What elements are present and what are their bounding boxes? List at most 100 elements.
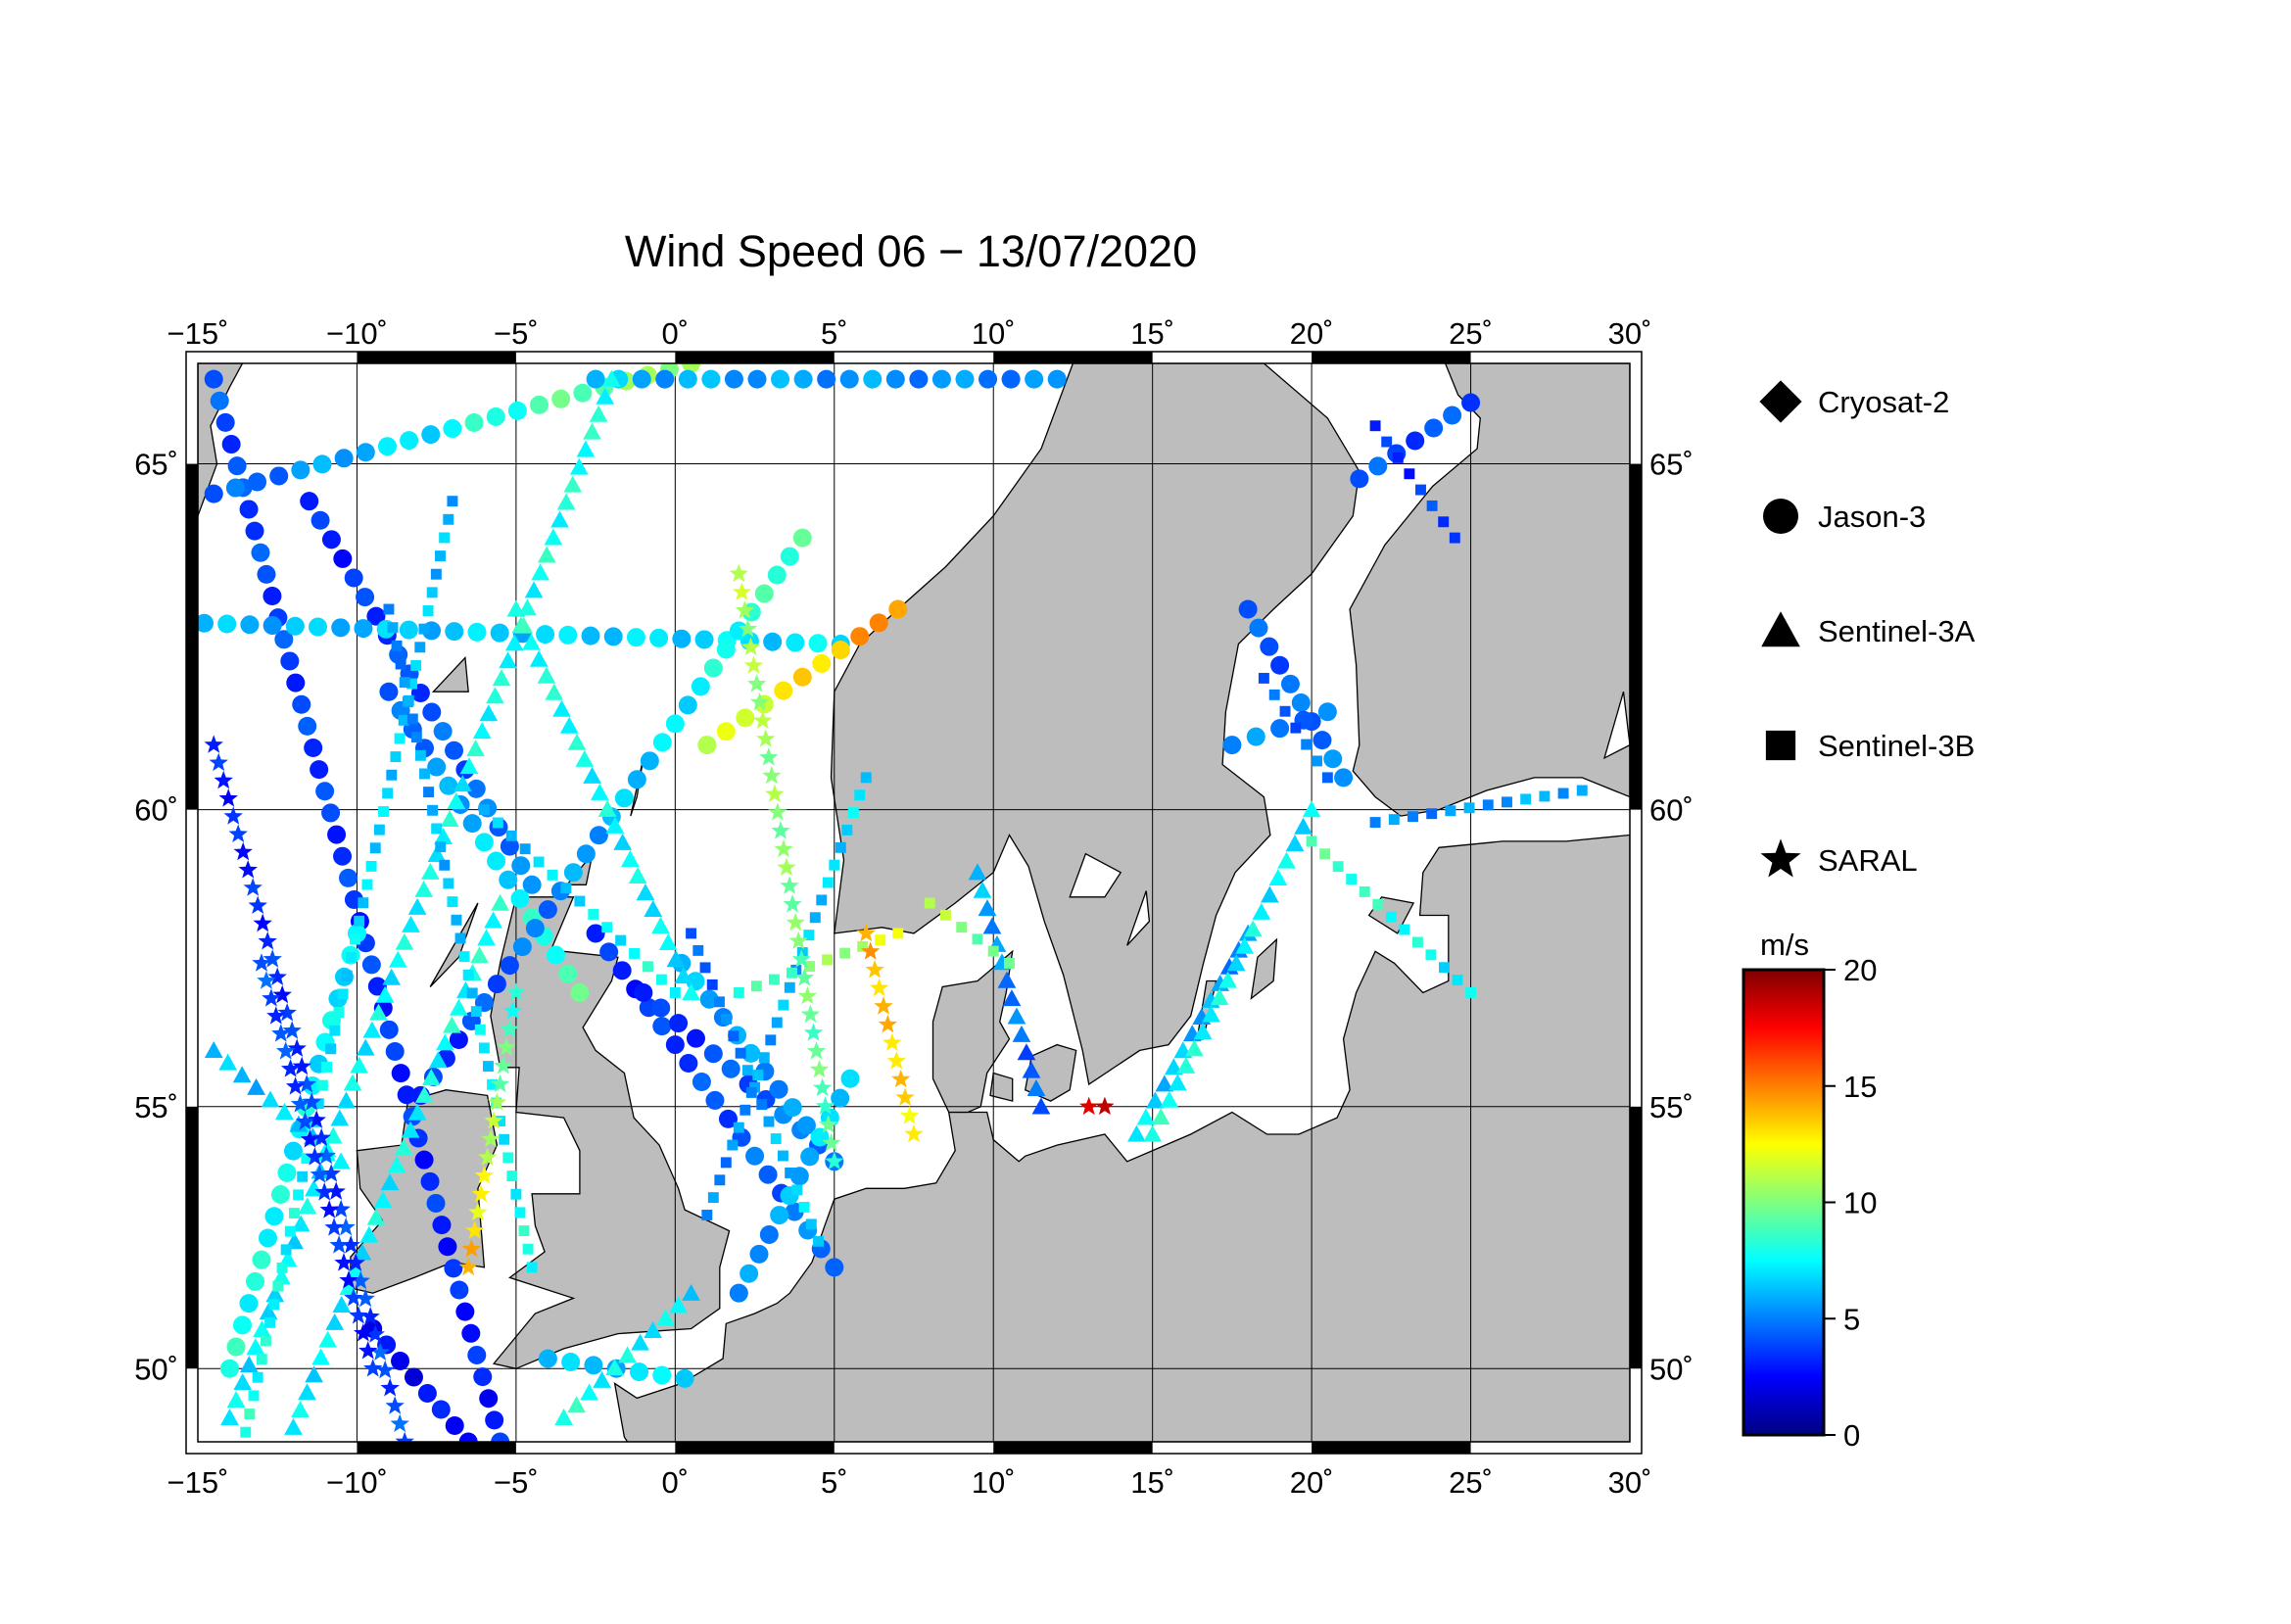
- circle-mark: [1047, 369, 1067, 389]
- circle-mark: [792, 528, 812, 548]
- triangle-mark: [982, 917, 1002, 934]
- circle-mark: [1368, 456, 1388, 476]
- square-mark: [816, 894, 828, 906]
- square-mark: [345, 952, 357, 964]
- star-mark: [360, 1307, 380, 1325]
- altimeter-observations: [198, 363, 1588, 1442]
- square-mark: [474, 1024, 486, 1035]
- legend-label: Jason-3: [1818, 500, 1926, 534]
- star-mark: [797, 985, 818, 1005]
- star-mark: [886, 1051, 906, 1070]
- star-mark: [822, 1132, 841, 1152]
- triangle-mark: [491, 893, 509, 911]
- square-mark: [427, 804, 439, 816]
- circle-mark: [754, 584, 774, 603]
- square-mark: [655, 974, 667, 985]
- square-mark: [1502, 796, 1512, 808]
- triangle-mark: [427, 844, 447, 862]
- square-mark: [1372, 898, 1384, 910]
- circle-mark: [589, 826, 608, 845]
- star-mark: [302, 1092, 321, 1111]
- star-mark: [370, 1342, 390, 1361]
- square-mark: [956, 922, 968, 933]
- circle-mark: [292, 694, 311, 714]
- triangle-mark: [420, 862, 440, 880]
- square-mark: [1576, 785, 1588, 796]
- lat-label-right: 55˚: [1649, 1090, 1694, 1124]
- square-mark: [280, 1244, 292, 1256]
- square-mark: [741, 1065, 753, 1076]
- square-mark: [601, 922, 613, 933]
- triangle-mark: [261, 1090, 280, 1108]
- square-mark: [857, 940, 869, 952]
- square-mark: [240, 1426, 252, 1438]
- circle-mark: [627, 770, 646, 789]
- track-sentinel-3a: [506, 599, 700, 1001]
- triangle-mark: [1151, 1108, 1170, 1125]
- triangle-mark: [559, 716, 579, 734]
- circle-mark: [215, 412, 235, 432]
- square-mark: [809, 912, 821, 924]
- triangle-mark: [682, 1283, 700, 1301]
- circle-mark: [1222, 736, 1242, 755]
- circle-mark: [547, 945, 565, 965]
- lon-label-top: −5˚: [494, 316, 539, 351]
- frame-bar-bottom: [1312, 1442, 1471, 1454]
- triangle-mark: [311, 1348, 330, 1365]
- triangle-mark: [1193, 1022, 1213, 1039]
- star-mark: [385, 1396, 405, 1414]
- star-mark: [729, 563, 748, 583]
- triangle-mark: [1261, 885, 1279, 903]
- track-sentinel-3b: [686, 928, 824, 1247]
- star-mark: [497, 1037, 516, 1056]
- star-mark: [803, 1023, 824, 1041]
- square-mark: [422, 605, 434, 616]
- colorbar-ramp: [1742, 968, 1826, 1437]
- star-mark: [272, 984, 292, 1004]
- lon-label-top: −15˚: [167, 316, 229, 351]
- square-mark: [487, 1078, 498, 1090]
- track-sentinel-3b: [383, 603, 538, 1273]
- triangle-mark: [472, 722, 492, 740]
- triangle-mark: [350, 1056, 368, 1074]
- circle-mark: [780, 547, 799, 566]
- triangle-mark: [651, 917, 670, 934]
- triangle-mark: [443, 1016, 461, 1033]
- circle-mark: [581, 626, 600, 645]
- triangle-mark: [253, 1320, 271, 1338]
- square-mark: [791, 1184, 803, 1196]
- star-mark: [214, 770, 233, 789]
- circle-mark: [487, 851, 506, 871]
- circle-mark: [759, 1224, 779, 1244]
- square-mark: [514, 1207, 526, 1218]
- triangle-mark: [567, 733, 587, 750]
- outer-frame: [185, 351, 1643, 1455]
- square-mark: [768, 974, 780, 985]
- star-mark: [285, 1076, 306, 1095]
- circle-mark: [455, 1302, 475, 1321]
- star-mark: [358, 1341, 378, 1360]
- square-mark: [1452, 975, 1463, 986]
- circle-mark: [391, 1064, 410, 1083]
- track-sentinel-3a: [1143, 800, 1321, 1142]
- circle-mark: [479, 1389, 499, 1409]
- triangle-mark: [522, 633, 541, 650]
- circle-mark: [679, 1054, 698, 1074]
- star-mark: [351, 1270, 370, 1290]
- triangle-mark: [1226, 954, 1246, 972]
- square-mark: [321, 1061, 333, 1073]
- star-mark: [280, 1059, 301, 1077]
- triangle-mark: [1176, 1056, 1196, 1074]
- lon-label-bottom: −10˚: [326, 1465, 388, 1500]
- circle-mark: [444, 1259, 463, 1278]
- circle-mark: [490, 623, 509, 643]
- square-mark: [841, 824, 853, 836]
- square-mark: [1425, 949, 1437, 961]
- triangle-mark: [658, 933, 678, 951]
- triangle-mark: [259, 1303, 278, 1320]
- circle-mark: [420, 1171, 440, 1191]
- circle-mark: [445, 622, 464, 642]
- square-mark: [733, 1122, 744, 1133]
- triangle-mark: [239, 1356, 259, 1373]
